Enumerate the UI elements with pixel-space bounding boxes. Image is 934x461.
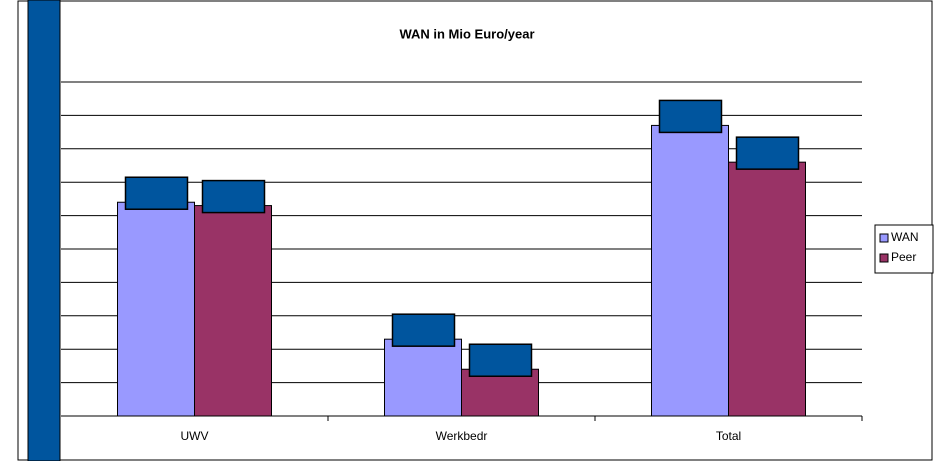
chart-title: WAN in Mio Euro/year [399,26,534,41]
x-tick-label: Total [716,429,741,443]
bar [117,201,195,417]
legend-label: WAN [891,230,919,244]
x-tick-label: Werkbedr [436,429,488,443]
bar [728,161,806,417]
bar [194,205,272,417]
legend-swatch [879,253,889,263]
redaction-box [124,176,189,210]
redaction-box [201,179,266,214]
redaction-box [468,343,533,377]
redaction-bar [27,0,61,461]
redaction-box [658,99,723,134]
bar [461,368,539,417]
legend-box [874,224,934,274]
bar [384,338,462,417]
legend-swatch [879,233,889,243]
x-tick-label: UWV [181,429,209,443]
bar [651,124,729,417]
redaction-box [735,136,800,170]
legend-label: Peer [891,250,916,264]
redaction-box [391,313,456,347]
